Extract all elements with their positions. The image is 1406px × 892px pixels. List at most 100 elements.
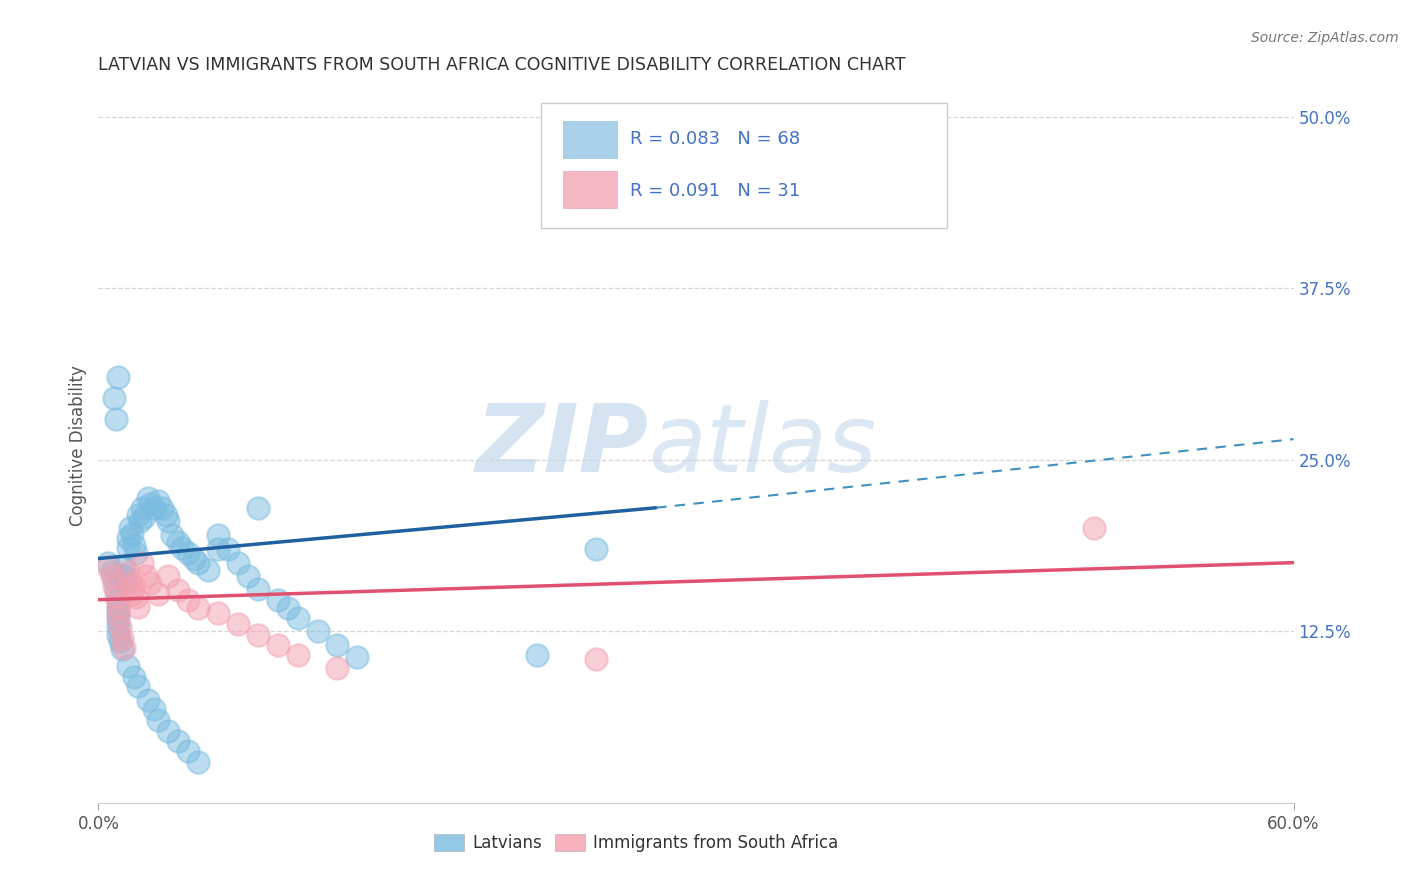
Point bbox=[105, 583, 128, 598]
Point bbox=[111, 631, 134, 645]
Text: LATVIAN VS IMMIGRANTS FROM SOUTH AFRICA COGNITIVE DISABILITY CORRELATION CHART: LATVIAN VS IMMIGRANTS FROM SOUTH AFRICA … bbox=[98, 56, 905, 74]
Point bbox=[117, 531, 139, 545]
Point bbox=[101, 566, 124, 580]
Point bbox=[157, 569, 180, 583]
Point bbox=[111, 642, 134, 657]
Text: atlas: atlas bbox=[648, 401, 876, 491]
Point bbox=[150, 500, 173, 515]
Point bbox=[107, 592, 129, 607]
Point bbox=[585, 651, 607, 665]
FancyBboxPatch shape bbox=[564, 170, 619, 209]
Point bbox=[167, 583, 190, 598]
Point bbox=[246, 582, 269, 596]
Point bbox=[1083, 521, 1105, 535]
Point bbox=[187, 755, 209, 769]
Point bbox=[226, 617, 249, 632]
Legend: Latvians, Immigrants from South Africa: Latvians, Immigrants from South Africa bbox=[427, 827, 845, 859]
Point bbox=[287, 648, 309, 662]
Point bbox=[124, 669, 146, 683]
Point bbox=[124, 579, 146, 593]
Point bbox=[103, 391, 125, 405]
Point bbox=[107, 620, 129, 634]
Point bbox=[107, 370, 129, 384]
Point bbox=[207, 541, 229, 556]
Point bbox=[134, 510, 156, 524]
Point bbox=[236, 569, 259, 583]
Point bbox=[177, 546, 200, 560]
Point bbox=[136, 491, 159, 505]
Point bbox=[346, 650, 368, 665]
Point bbox=[167, 734, 190, 748]
Point bbox=[105, 411, 128, 425]
Point bbox=[187, 601, 209, 615]
Point bbox=[121, 526, 143, 541]
Point bbox=[183, 551, 205, 566]
Point bbox=[124, 538, 146, 552]
Point bbox=[143, 500, 166, 515]
Point bbox=[107, 609, 129, 624]
Point bbox=[112, 568, 135, 582]
Point bbox=[155, 508, 177, 522]
Point bbox=[107, 601, 129, 615]
Point bbox=[160, 528, 183, 542]
Point bbox=[127, 599, 149, 614]
Point bbox=[107, 607, 129, 621]
Point bbox=[207, 528, 229, 542]
Point bbox=[277, 601, 299, 615]
Point bbox=[115, 576, 138, 591]
Point bbox=[585, 541, 607, 556]
Point bbox=[167, 535, 190, 549]
Point bbox=[121, 587, 143, 601]
Point bbox=[187, 556, 209, 570]
Point bbox=[217, 541, 239, 556]
Point bbox=[131, 500, 153, 515]
Point bbox=[139, 497, 162, 511]
FancyBboxPatch shape bbox=[541, 103, 948, 228]
Point bbox=[139, 576, 162, 591]
Point bbox=[207, 607, 229, 621]
Point bbox=[125, 590, 148, 604]
Point bbox=[107, 628, 129, 642]
Point bbox=[172, 541, 194, 555]
Point bbox=[117, 658, 139, 673]
Point bbox=[112, 559, 135, 574]
Point bbox=[105, 590, 128, 604]
Point bbox=[111, 569, 134, 583]
Point bbox=[246, 500, 269, 515]
Text: R = 0.091   N = 31: R = 0.091 N = 31 bbox=[630, 182, 800, 200]
FancyBboxPatch shape bbox=[564, 120, 619, 159]
Point bbox=[131, 556, 153, 570]
Point bbox=[101, 569, 124, 583]
Point bbox=[226, 556, 249, 570]
Y-axis label: Cognitive Disability: Cognitive Disability bbox=[69, 366, 87, 526]
Point bbox=[326, 638, 349, 652]
Point bbox=[326, 661, 349, 675]
Point bbox=[112, 640, 135, 655]
Point bbox=[287, 610, 309, 624]
Point bbox=[103, 574, 125, 588]
Point bbox=[136, 693, 159, 707]
Point bbox=[97, 559, 120, 574]
Point bbox=[148, 494, 170, 508]
Point bbox=[117, 566, 139, 580]
Point bbox=[135, 569, 157, 583]
Point bbox=[120, 521, 142, 535]
Point bbox=[97, 556, 120, 570]
Text: Source: ZipAtlas.com: Source: ZipAtlas.com bbox=[1251, 31, 1399, 45]
Point bbox=[526, 648, 548, 662]
Point bbox=[157, 515, 180, 529]
Point bbox=[197, 562, 219, 576]
Point bbox=[177, 744, 200, 758]
Point bbox=[143, 702, 166, 716]
Point bbox=[148, 587, 170, 601]
Point bbox=[103, 579, 125, 593]
Point bbox=[110, 620, 132, 634]
Point bbox=[267, 592, 290, 607]
Point bbox=[125, 546, 148, 560]
Point bbox=[307, 624, 329, 639]
Point bbox=[148, 714, 170, 728]
Point bbox=[120, 576, 142, 591]
Point bbox=[177, 592, 200, 607]
Point bbox=[110, 633, 132, 648]
Text: ZIP: ZIP bbox=[475, 400, 648, 492]
